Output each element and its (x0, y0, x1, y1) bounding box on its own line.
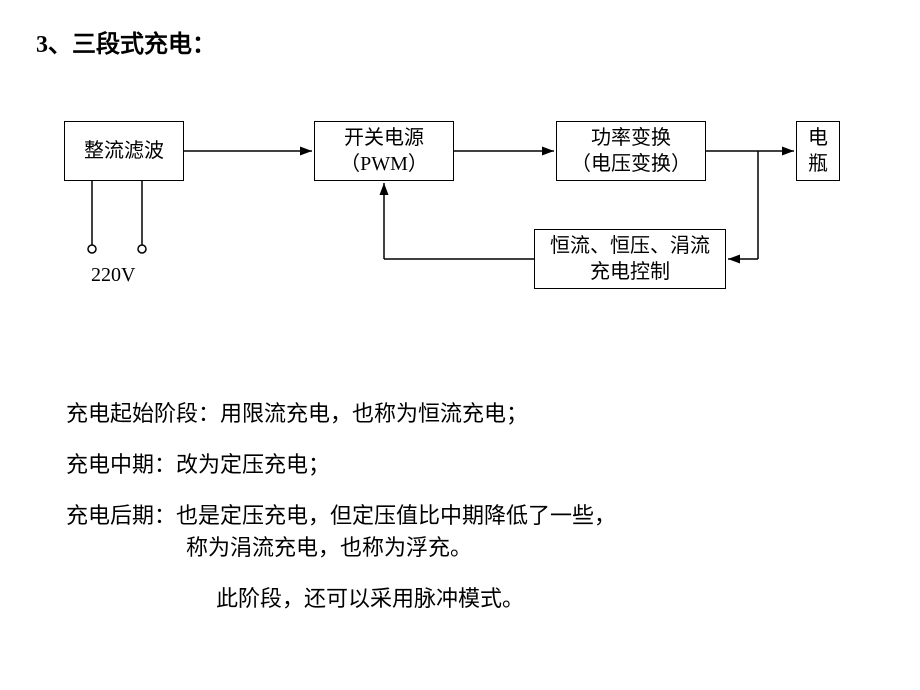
node-label: （电压变换） (571, 151, 691, 177)
description-text: 充电起始阶段：用限流充电，也称为恒流充电； 充电中期：改为定压充电； 充电后期：… (66, 399, 884, 615)
node-label: 恒流、恒压、涓流 (550, 233, 710, 259)
node-label: 开关电源 (344, 125, 424, 151)
voltage-label: 220V (91, 264, 135, 287)
text-line-3a: 充电后期：也是定压充电，但定压值比中期降低了一些， (66, 501, 884, 532)
text-line-2: 充电中期：改为定压充电； (66, 450, 884, 481)
text-line-4: 此阶段，还可以采用脉冲模式。 (216, 584, 884, 615)
node-label: 整流滤波 (84, 138, 164, 164)
node-rectifier-filter: 整流滤波 (64, 121, 184, 181)
node-label: 充电控制 (590, 259, 670, 285)
block-diagram: 整流滤波 开关电源 （PWM） 功率变换 （电压变换） 电 瓶 恒流、恒压、涓流… (46, 99, 886, 339)
node-label: 电 (808, 125, 828, 151)
node-charge-control: 恒流、恒压、涓流 充电控制 (534, 229, 726, 289)
node-switching-psu: 开关电源 （PWM） (314, 121, 454, 181)
text-line-3b: 称为涓流充电，也称为浮充。 (186, 533, 884, 564)
node-power-convert: 功率变换 （电压变换） (556, 121, 706, 181)
text-line-1: 充电起始阶段：用限流充电，也称为恒流充电； (66, 399, 884, 430)
node-label: 功率变换 (591, 125, 671, 151)
section-title: 3、三段式充电： (36, 24, 884, 59)
node-label: （PWM） (340, 151, 428, 177)
node-label: 瓶 (808, 151, 828, 177)
node-battery: 电 瓶 (796, 121, 840, 181)
